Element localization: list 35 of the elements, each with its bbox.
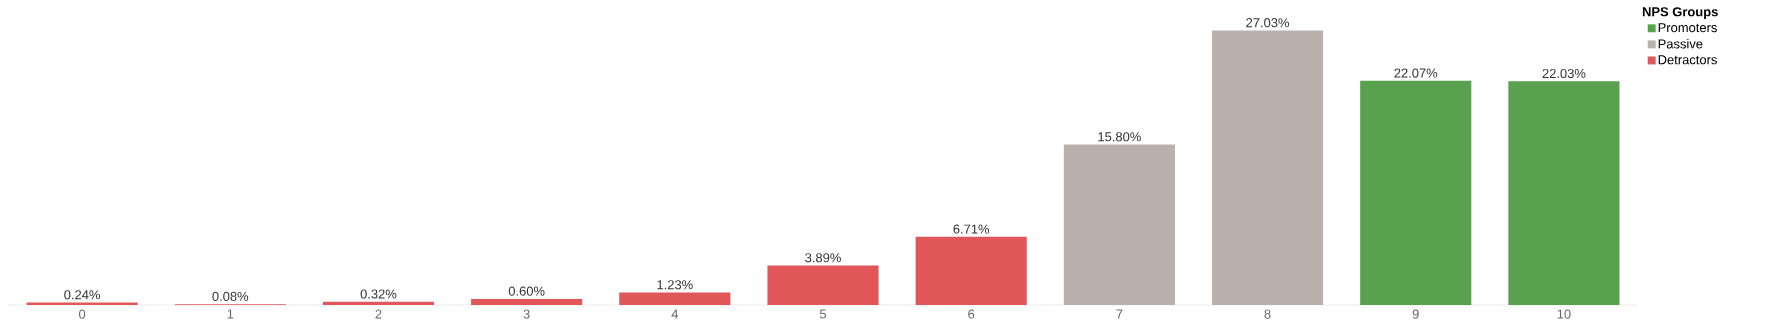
x-tick-label: 3 (523, 309, 530, 319)
data-label: 0.08% (212, 291, 249, 301)
data-label: 0.24% (64, 290, 100, 300)
bar (471, 298, 583, 305)
x-tick-label: 9 (1412, 309, 1419, 319)
bar (1360, 80, 1472, 305)
bar (619, 292, 731, 305)
data-label: 15.80% (1098, 132, 1141, 142)
x-tick-label: 5 (819, 309, 827, 319)
x-tick-label: 7 (1116, 309, 1123, 319)
legend-label: Promoters (1658, 23, 1717, 33)
data-label: 0.32% (360, 289, 397, 299)
legend-label: Detractors (1658, 55, 1717, 65)
data-label: 6.71% (953, 224, 990, 234)
x-tick-label: 4 (671, 309, 679, 319)
bar (1508, 81, 1620, 305)
bar (1063, 144, 1175, 305)
data-label: 22.07% (1394, 68, 1438, 78)
x-tick-label: 2 (375, 309, 382, 319)
data-label: 3.89% (805, 253, 841, 263)
data-label: 1.23% (657, 280, 693, 290)
bar (767, 265, 879, 305)
data-label: 0.60% (508, 286, 545, 296)
data-label: 27.03% (1246, 18, 1290, 28)
data-label: 22.03% (1542, 68, 1586, 79)
x-tick-label: 6 (968, 309, 975, 319)
x-tick-label: 10 (1557, 309, 1571, 319)
x-tick-label: 0 (78, 309, 86, 319)
legend-title: NPS Groups (1642, 7, 1718, 19)
legend-label: Passive (1658, 38, 1703, 49)
bar (1211, 30, 1324, 305)
bar (915, 236, 1027, 305)
bar (322, 301, 435, 305)
x-tick-label: 1 (227, 309, 234, 319)
x-tick-label: 8 (1264, 309, 1271, 319)
